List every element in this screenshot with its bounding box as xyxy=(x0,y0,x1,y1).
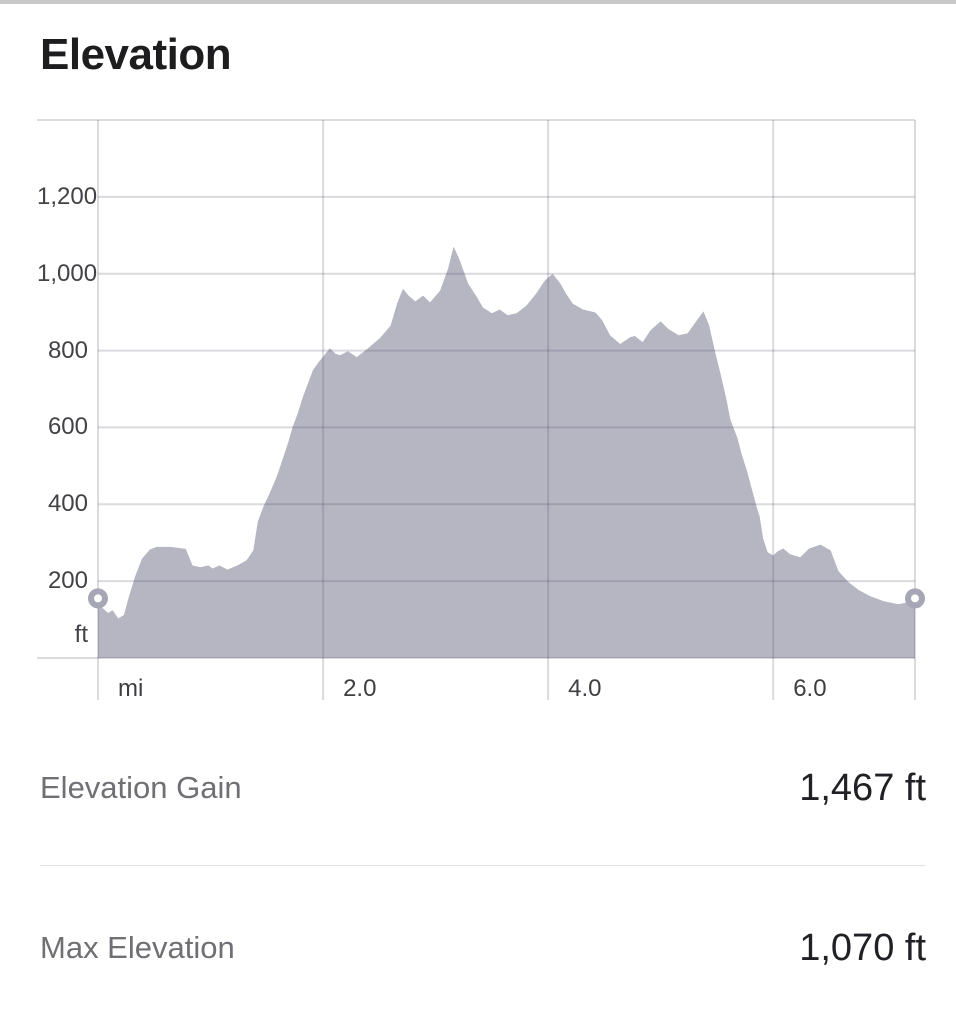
end-point-marker xyxy=(905,588,925,609)
page-title: Elevation xyxy=(40,30,232,79)
elevation-gain-value: 1,467 ft xyxy=(799,766,926,809)
y-axis-unit-label: ft xyxy=(74,621,88,648)
elevation-area-chart-canvas xyxy=(37,119,925,700)
top-divider xyxy=(0,0,956,4)
max-elevation-label: Max Elevation xyxy=(40,930,235,965)
y-axis-tick-label: 800 xyxy=(47,336,88,364)
x-axis-tick-label: 4.0 xyxy=(568,675,602,702)
stat-row-elevation-gain: Elevation Gain 1,467 ft xyxy=(40,745,926,831)
start-point-marker xyxy=(88,588,108,609)
x-axis-unit-label: mi xyxy=(118,675,144,702)
max-elevation-value: 1,070 ft xyxy=(799,926,926,969)
y-axis-tick-label: 600 xyxy=(47,413,88,441)
elevation-chart[interactable]: 1,200 1,000 800 600 400 200 ft mi 2.0 4.0 6.0 xyxy=(37,119,925,702)
elevation-area-fill xyxy=(98,246,915,659)
stat-row-max-elevation: Max Elevation 1,070 ft xyxy=(40,905,926,991)
y-axis-tick-label: 1,000 xyxy=(37,259,98,287)
x-axis-tick-label: 6.0 xyxy=(793,675,827,702)
x-axis-tick-label: 2.0 xyxy=(343,675,377,702)
y-axis-tick-label: 200 xyxy=(47,567,88,595)
row-divider xyxy=(40,865,926,866)
elevation-gain-label: Elevation Gain xyxy=(40,770,242,805)
y-axis-tick-label: 1,200 xyxy=(37,182,98,210)
y-axis-tick-label: 400 xyxy=(47,490,88,518)
